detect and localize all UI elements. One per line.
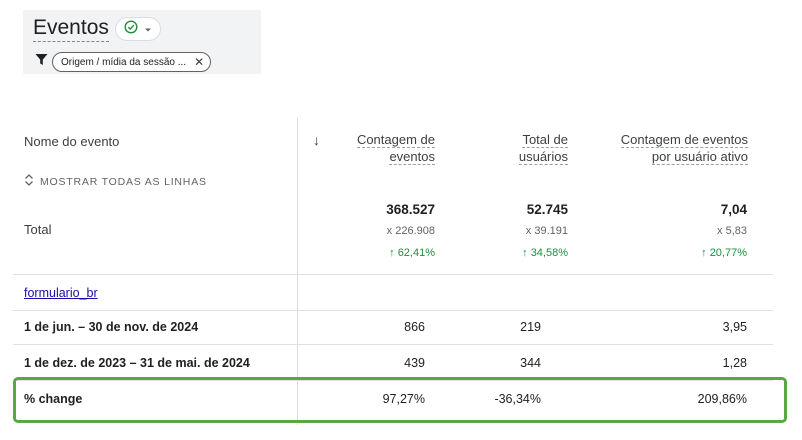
row-divider (13, 344, 773, 345)
filter-icon[interactable] (35, 53, 48, 71)
filter-chip-label: Origem / mídia da sessão ... (61, 56, 187, 68)
show-all-rows-label: MOSTRAR TODAS AS LINHAS (40, 175, 207, 188)
total-event-count-compare: x 226.908 (386, 225, 435, 237)
total-label: Total (24, 222, 52, 237)
filter-row: Origem / mídia da sessão ... ✕ (35, 52, 212, 72)
cell-total-users: 344 (520, 356, 541, 370)
title-row: Eventos (33, 16, 161, 42)
group-row-label: formulario_br (24, 286, 98, 300)
column-header-line: eventos (389, 149, 435, 165)
cell-events-per-user: 209,86% (697, 392, 747, 406)
status-chip[interactable] (114, 17, 161, 41)
column-header-line: por usuário ativo (651, 149, 748, 165)
highlight-box (13, 377, 787, 423)
cell-event-count: 97,27% (382, 392, 425, 406)
cell-events-per-user: 3,95 (722, 320, 747, 334)
change-value: 34,58% (530, 247, 568, 259)
row-label-percent-change: % change (24, 392, 83, 406)
show-all-rows-toggle[interactable]: MOSTRAR TODAS AS LINHAS (24, 174, 207, 189)
row-label-previous-period: 1 de dez. de 2023 – 31 de mai. de 2024 (24, 356, 250, 370)
dimension-header[interactable]: Nome do evento (24, 134, 120, 149)
check-circle-icon (124, 19, 138, 39)
total-users: 52.745 (526, 202, 568, 217)
total-event-count-change: ↑ 62,41% (389, 247, 435, 259)
total-events-per-user-change: ↑ 20,77% (701, 247, 747, 259)
cell-events-per-user: 1,28 (722, 356, 747, 370)
total-event-count: 368.527 (386, 202, 435, 217)
column-header-event-count[interactable]: Contagem de eventos (338, 131, 435, 165)
report-title[interactable]: Eventos (33, 16, 109, 42)
column-divider (297, 118, 298, 425)
total-events-per-user: 7,04 (720, 202, 747, 217)
total-events-per-user-compare: x 5,83 (717, 225, 747, 237)
column-header-line: Total de (522, 132, 568, 148)
total-users-change: ↑ 34,58% (522, 247, 568, 259)
close-icon[interactable]: ✕ (194, 55, 205, 69)
row-divider (13, 380, 773, 381)
row-divider (13, 310, 773, 311)
change-value: 62,41% (397, 247, 435, 259)
cell-total-users: 219 (520, 320, 541, 334)
column-header-line: Contagem de (356, 132, 435, 148)
expand-collapse-icon (24, 174, 34, 189)
column-header-total-users[interactable]: Total de usuários (468, 131, 568, 165)
change-value: 20,77% (709, 247, 747, 259)
sort-descending-icon[interactable]: ↓ (313, 132, 320, 148)
event-name-link[interactable]: formulario_br (24, 286, 98, 300)
filter-chip[interactable]: Origem / mídia da sessão ... ✕ (52, 52, 212, 72)
row-divider (13, 274, 773, 275)
report-header: Eventos Origem / mídia da sessão ... ✕ (23, 10, 261, 74)
dropdown-arrow-icon (144, 20, 152, 38)
column-header-line: Contagem de eventos (620, 132, 748, 148)
cell-event-count: 439 (404, 356, 425, 370)
row-label-current-period: 1 de jun. – 30 de nov. de 2024 (24, 320, 199, 334)
cell-event-count: 866 (404, 320, 425, 334)
column-header-events-per-user[interactable]: Contagem de eventos por usuário ativo (588, 131, 748, 165)
total-users-compare: x 39.191 (525, 225, 568, 237)
column-header-line: usuários (518, 149, 568, 165)
cell-total-users: -36,34% (494, 392, 541, 406)
